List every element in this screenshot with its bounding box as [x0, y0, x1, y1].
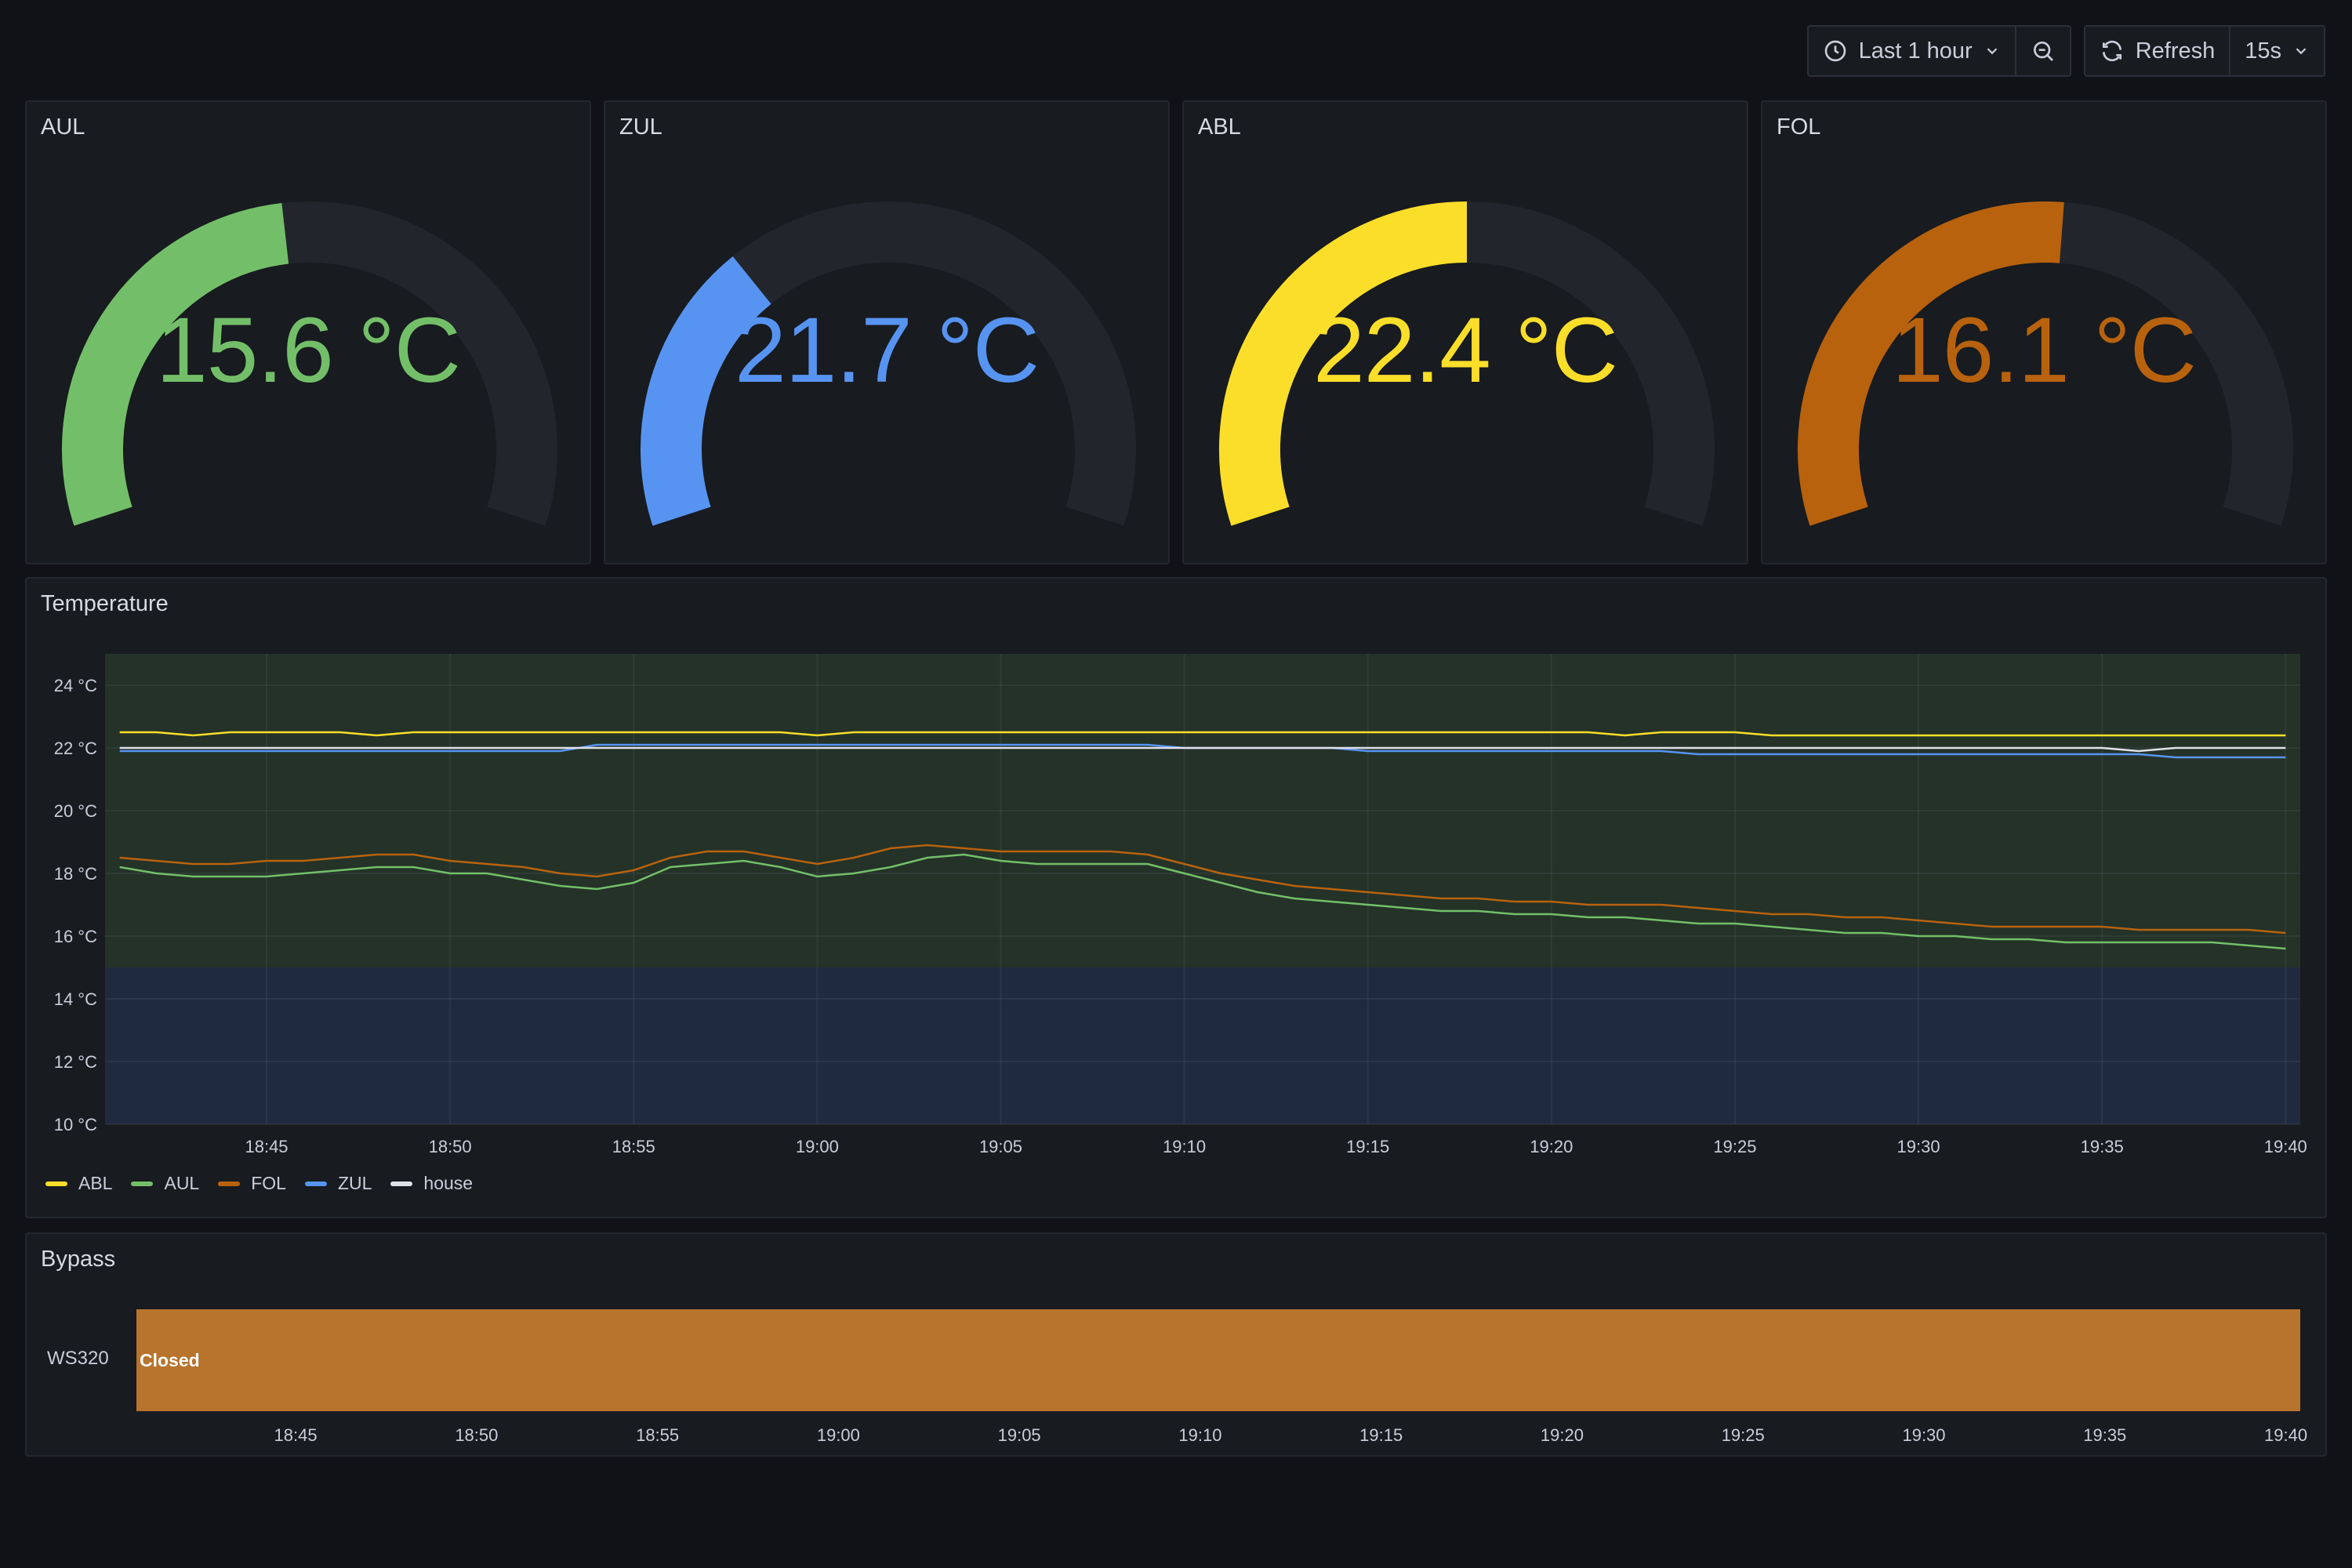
- temperature-panel[interactable]: Temperature 24 °C 22 °C 20 °C 18 °C 16 °C 14 …: [25, 577, 2327, 1218]
- panel-title: Temperature: [41, 591, 169, 616]
- y-tick-label: 20 °C: [54, 801, 97, 821]
- state-label: Closed: [140, 1350, 200, 1370]
- gauge-arc: [641, 201, 1136, 526]
- x-tick-label: 19:35: [2081, 1137, 2124, 1156]
- gauge-value: 22.4 °C: [1313, 299, 1618, 402]
- dashboard-toolbar: Last 1 hour Refresh 15s: [1806, 25, 2325, 77]
- gauge-panel-abl[interactable]: ABL 22.4 °C: [1182, 100, 1748, 564]
- y-tick-label: 10 °C: [54, 1115, 97, 1134]
- y-tick-label: 12 °C: [54, 1052, 97, 1072]
- x-tick-label: 19:20: [1530, 1137, 1573, 1156]
- legend-label: AUL: [164, 1173, 200, 1193]
- x-tick-label: 18:55: [612, 1137, 655, 1156]
- time-picker-group: Last 1 hour: [1806, 25, 2071, 77]
- gauge-value: 15.6 °C: [156, 299, 461, 402]
- x-tick-label: 19:00: [817, 1425, 860, 1445]
- y-tick-label: 14 °C: [54, 989, 97, 1009]
- x-tick-label: 19:05: [979, 1137, 1022, 1156]
- gauge-arc: [1219, 201, 1715, 526]
- y-tick-label: 24 °C: [54, 676, 97, 695]
- legend-swatch: [390, 1181, 413, 1186]
- legend-item-aul[interactable]: AUL: [131, 1173, 199, 1194]
- series-line-fol: [119, 844, 2286, 935]
- refresh-label: Refresh: [2135, 38, 2216, 64]
- legend-swatch: [45, 1181, 67, 1186]
- zoom-out-button[interactable]: [2014, 27, 2070, 75]
- legend-swatch: [304, 1181, 327, 1186]
- x-tick-label: 19:15: [1346, 1137, 1389, 1156]
- row-label: WS320: [47, 1348, 109, 1369]
- x-tick-label: 19:10: [1163, 1137, 1206, 1156]
- x-tick-label: 18:45: [245, 1137, 288, 1156]
- x-tick-label: 19:05: [998, 1425, 1041, 1445]
- legend-item-house[interactable]: house: [390, 1173, 473, 1194]
- x-tick-label: 19:20: [1541, 1425, 1584, 1445]
- panel-title: ZUL: [619, 114, 662, 140]
- x-tick-label: 19:25: [1713, 1137, 1756, 1156]
- panel-title: FOL: [1777, 114, 1821, 140]
- x-tick-label: 18:50: [455, 1425, 498, 1445]
- x-tick-label: 19:40: [2264, 1425, 2307, 1445]
- gauge-arc: [1798, 201, 2293, 526]
- refresh-button[interactable]: Refresh: [2085, 27, 2230, 75]
- x-tick-label: 19:10: [1178, 1425, 1221, 1445]
- legend-item-abl[interactable]: ABL: [45, 1173, 112, 1194]
- legend-item-fol[interactable]: FOL: [218, 1173, 286, 1194]
- x-tick-label: 18:45: [274, 1425, 318, 1445]
- legend-label: house: [423, 1173, 474, 1193]
- zoom-out-icon: [2031, 38, 2056, 64]
- series-line-aul: [119, 853, 2286, 950]
- y-tick-label: 18 °C: [54, 864, 97, 884]
- temperature-chart[interactable]: 24 °C 22 °C 20 °C 18 °C 16 °C 14 °C 12 °C 10 °C…: [27, 579, 2328, 1220]
- y-tick-label: 16 °C: [54, 927, 97, 946]
- refresh-interval-label: 15s: [2245, 38, 2281, 64]
- x-tick-label: 19:35: [2083, 1425, 2126, 1445]
- gauge-arc: [62, 201, 557, 526]
- gauge-value: 21.7 °C: [735, 299, 1040, 402]
- gauge-panel-aul[interactable]: AUL 15.6 °C: [25, 100, 591, 564]
- x-tick-label: 18:55: [636, 1425, 679, 1445]
- panel-title: AUL: [41, 114, 85, 140]
- chart-legend: ABL AUL FOL ZUL house: [45, 1173, 473, 1194]
- x-tick-label: 18:50: [429, 1137, 472, 1156]
- chevron-down-icon: [1984, 42, 2001, 60]
- legend-swatch: [218, 1181, 241, 1186]
- x-tick-label: 19:40: [2264, 1137, 2307, 1156]
- legend-item-zul[interactable]: ZUL: [304, 1173, 372, 1194]
- x-tick-label: 19:25: [1722, 1425, 1765, 1445]
- threshold-band: [105, 967, 2300, 1124]
- gauge-fill: [641, 256, 772, 526]
- gauge-fill: [62, 203, 289, 526]
- clock-icon: [1823, 38, 1848, 64]
- legend-label: ZUL: [337, 1173, 372, 1193]
- gauge-fill: [1219, 201, 1468, 526]
- gauge-value: 16.1 °C: [1892, 299, 2197, 402]
- chevron-down-icon: [2292, 42, 2310, 60]
- panel-title: ABL: [1198, 114, 1241, 140]
- gauge-panel-fol[interactable]: FOL 16.1 °C: [1761, 100, 2327, 564]
- legend-swatch: [131, 1181, 154, 1186]
- panel-title: Bypass: [41, 1247, 116, 1272]
- x-tick-label: 19:00: [796, 1137, 839, 1156]
- bypass-state-timeline[interactable]: WS320 Closed 18:45 18:50 18:55 19:00 19:05 19:1…: [27, 1234, 2328, 1458]
- x-tick-label: 19:15: [1359, 1425, 1403, 1445]
- gauge-panel-zul[interactable]: ZUL 21.7 °C: [604, 100, 1170, 564]
- bypass-panel[interactable]: Bypass WS320 Closed 18:45 18:50 18:55 19:00 19…: [25, 1232, 2327, 1457]
- legend-label: FOL: [251, 1173, 286, 1193]
- y-tick-label: 22 °C: [54, 739, 97, 758]
- x-tick-label: 19:30: [1902, 1425, 1945, 1445]
- refresh-icon: [2100, 38, 2125, 64]
- gauge-fill: [1798, 201, 2064, 526]
- series-line-house: [119, 746, 2286, 753]
- time-range-label: Last 1 hour: [1858, 38, 1973, 64]
- state-bar[interactable]: [136, 1309, 2300, 1411]
- threshold-band: [105, 654, 2300, 967]
- x-tick-label: 19:30: [1897, 1137, 1940, 1156]
- legend-label: ABL: [78, 1173, 113, 1193]
- refresh-interval-picker[interactable]: 15s: [2229, 27, 2324, 75]
- refresh-group: Refresh 15s: [2083, 25, 2325, 77]
- series-line-abl: [119, 731, 2286, 737]
- time-range-picker[interactable]: Last 1 hour: [1809, 27, 2015, 75]
